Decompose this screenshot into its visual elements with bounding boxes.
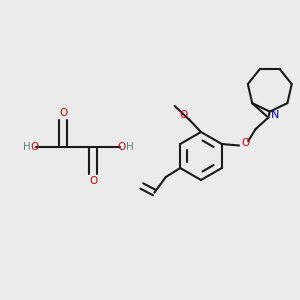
- Text: O: O: [30, 142, 39, 152]
- Text: O: O: [241, 137, 249, 148]
- Text: O: O: [117, 142, 126, 152]
- Text: N: N: [271, 110, 279, 120]
- Text: O: O: [89, 176, 97, 186]
- Text: O: O: [59, 108, 67, 118]
- Text: H: H: [126, 142, 134, 152]
- Text: O: O: [179, 110, 187, 120]
- Text: H: H: [22, 142, 30, 152]
